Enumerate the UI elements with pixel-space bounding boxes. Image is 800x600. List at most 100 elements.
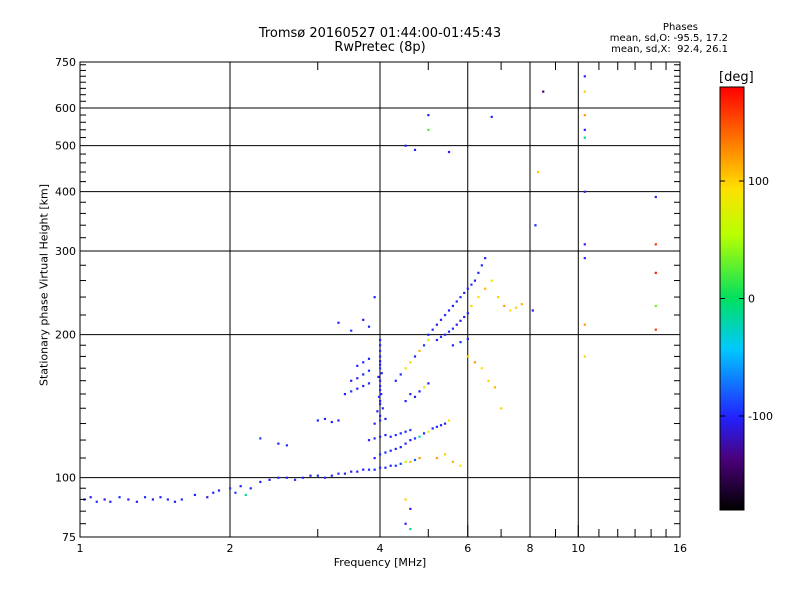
data-point (413, 355, 417, 358)
data-point (435, 323, 438, 326)
data-point (542, 90, 545, 93)
data-point (447, 330, 451, 333)
data-point (380, 372, 383, 375)
data-point (654, 243, 657, 246)
data-point (531, 309, 534, 312)
data-point (443, 333, 447, 336)
data-point (244, 493, 247, 497)
data-point (379, 402, 382, 406)
data-point (409, 507, 412, 510)
data-point (143, 496, 147, 499)
data-point (439, 424, 443, 427)
data-point (379, 419, 382, 422)
data-point (330, 474, 333, 477)
data-point (362, 384, 365, 388)
data-point (285, 476, 288, 479)
data-point (583, 243, 586, 246)
data-point (459, 341, 462, 344)
data-point (377, 375, 380, 379)
data-point (418, 349, 421, 352)
data-point (427, 114, 430, 117)
data-point (337, 472, 340, 475)
data-point (413, 395, 417, 398)
data-point (268, 478, 271, 481)
data-point (293, 478, 297, 481)
data-point (477, 296, 480, 299)
data-point (381, 407, 384, 410)
data-point (89, 496, 92, 499)
data-point (447, 309, 451, 312)
data-point (427, 128, 430, 131)
data-point (379, 379, 382, 382)
data-point (490, 115, 493, 119)
data-point (443, 314, 447, 317)
data-point (379, 360, 382, 363)
data-point (404, 498, 407, 501)
data-point (418, 435, 421, 438)
data-point (493, 386, 497, 389)
x-tick-label: 2 (227, 542, 234, 555)
data-point (427, 338, 430, 342)
data-point (447, 419, 451, 422)
data-point (490, 279, 493, 282)
data-point (470, 283, 473, 286)
data-point (367, 468, 371, 471)
data-point (206, 496, 209, 499)
data-point (583, 128, 586, 131)
y-tick-label: 500 (55, 140, 76, 153)
data-point (509, 309, 512, 312)
data-point (356, 387, 359, 390)
data-point (473, 361, 477, 364)
data-point (404, 442, 407, 445)
data-point (379, 388, 382, 392)
data-point (343, 472, 347, 475)
data-point (362, 373, 365, 376)
x-axis-label: Frequency [MHz] (333, 556, 427, 569)
data-point (234, 491, 237, 494)
chart-subtitle: RwPretec (8p) (334, 40, 426, 55)
y-tick-label: 750 (55, 56, 76, 69)
data-point (583, 190, 586, 193)
data-point (193, 493, 197, 497)
data-point (443, 453, 447, 456)
phases-line-o: mean, sd,O: -95.5, 17.2 (609, 33, 728, 44)
data-point (459, 296, 462, 299)
data-point (379, 466, 382, 469)
y-tick-label: 600 (55, 102, 76, 115)
data-point (151, 498, 155, 501)
data-point (367, 369, 371, 372)
data-point (384, 466, 387, 469)
data-point (309, 474, 312, 477)
data-point (500, 407, 503, 410)
data-point (463, 315, 466, 319)
phases-title: Phases (662, 22, 698, 33)
data-point (285, 444, 288, 447)
data-point (337, 321, 340, 324)
data-point (135, 500, 138, 503)
data-point (404, 522, 407, 525)
y-tick-label: 200 (55, 329, 76, 342)
data-point (377, 395, 381, 398)
data-point (301, 476, 305, 479)
x-tick-label: 8 (527, 542, 534, 555)
data-point (470, 304, 473, 308)
data-point (394, 379, 397, 382)
data-points (83, 75, 657, 531)
data-point (379, 367, 382, 370)
data-point (583, 75, 586, 78)
data-point (394, 447, 397, 451)
data-point (379, 414, 382, 417)
x-tick-label: 4 (377, 542, 384, 555)
data-point (404, 144, 407, 147)
data-point (477, 271, 480, 274)
data-point (404, 400, 407, 403)
data-point (379, 355, 382, 358)
data-point (350, 329, 353, 332)
data-point (409, 428, 412, 432)
data-point (422, 386, 426, 389)
data-point (534, 224, 537, 227)
data-point (435, 456, 438, 460)
data-point (503, 304, 506, 308)
data-point (654, 195, 657, 199)
